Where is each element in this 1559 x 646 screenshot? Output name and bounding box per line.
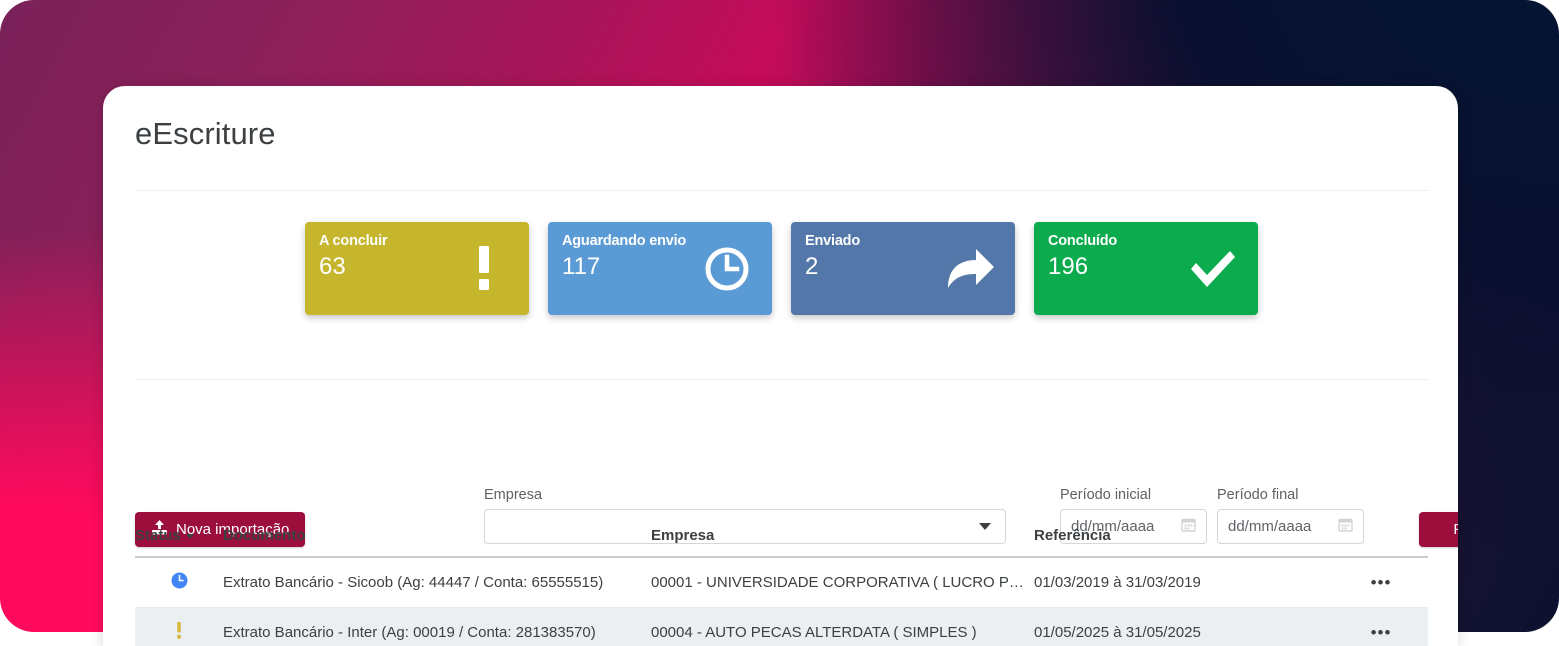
status-cards-row: A concluir 63 Aguardando envio 117 Envia… bbox=[305, 222, 1258, 315]
empresa-label: Empresa bbox=[484, 487, 1006, 503]
column-header-status[interactable]: Status bbox=[135, 521, 223, 557]
periodo-inicial-label: Período inicial bbox=[1060, 487, 1207, 503]
row-documento: Extrato Bancário - Inter (Ag: 00019 / Co… bbox=[223, 608, 651, 646]
filter-bar: Nova importação Empresa Período inicial … bbox=[103, 386, 1458, 496]
exclamation-icon bbox=[457, 242, 511, 296]
table-header-row: Status Documento Empresa Referência bbox=[135, 521, 1428, 557]
row-referencia: 01/03/2019 à 31/03/2019 bbox=[1034, 557, 1334, 608]
status-card-a-concluir[interactable]: A concluir 63 bbox=[305, 222, 529, 315]
column-header-documento[interactable]: Documento bbox=[223, 521, 651, 557]
row-documento: Extrato Bancário - Sicoob (Ag: 44447 / C… bbox=[223, 557, 651, 608]
app-card: eEscriture A concluir 63 Aguardando envi… bbox=[103, 86, 1458, 646]
row-referencia: 01/05/2025 à 31/05/2025 bbox=[1034, 608, 1334, 646]
divider-top bbox=[135, 190, 1428, 191]
column-header-referencia[interactable]: Referência bbox=[1034, 521, 1334, 557]
row-empresa: 00001 - UNIVERSIDADE CORPORATIVA ( LUCRO… bbox=[651, 557, 1034, 608]
more-options-icon[interactable]: ••• bbox=[1371, 573, 1392, 592]
status-card-enviado[interactable]: Enviado 2 bbox=[791, 222, 1015, 315]
row-status bbox=[135, 608, 223, 646]
column-header-empresa[interactable]: Empresa bbox=[651, 521, 1034, 557]
column-header-status-label: Status bbox=[135, 527, 181, 544]
arrow-forward-icon bbox=[943, 242, 997, 296]
row-actions[interactable]: ••• bbox=[1334, 608, 1428, 646]
column-header-actions bbox=[1334, 521, 1428, 557]
documents-table: Status Documento Empresa Referência Extr… bbox=[135, 521, 1428, 646]
check-icon bbox=[1186, 242, 1240, 296]
status-card-aguardando-envio[interactable]: Aguardando envio 117 bbox=[548, 222, 772, 315]
table-row[interactable]: Extrato Bancário - Inter (Ag: 00019 / Co… bbox=[135, 608, 1428, 646]
table-row[interactable]: Extrato Bancário - Sicoob (Ag: 44447 / C… bbox=[135, 557, 1428, 608]
periodo-final-label: Período final bbox=[1217, 487, 1364, 503]
row-actions[interactable]: ••• bbox=[1334, 557, 1428, 608]
more-options-icon[interactable]: ••• bbox=[1371, 623, 1392, 642]
clock-icon bbox=[171, 576, 188, 593]
page-title: eEscriture bbox=[135, 116, 276, 152]
chevron-down-icon[interactable] bbox=[186, 534, 194, 539]
row-empresa: 00004 - AUTO PECAS ALTERDATA ( SIMPLES ) bbox=[651, 608, 1034, 646]
divider-mid bbox=[135, 379, 1428, 380]
clock-icon bbox=[700, 242, 754, 296]
status-card-concluido[interactable]: Concluído 196 bbox=[1034, 222, 1258, 315]
row-status bbox=[135, 557, 223, 608]
exclamation-icon bbox=[174, 626, 184, 643]
